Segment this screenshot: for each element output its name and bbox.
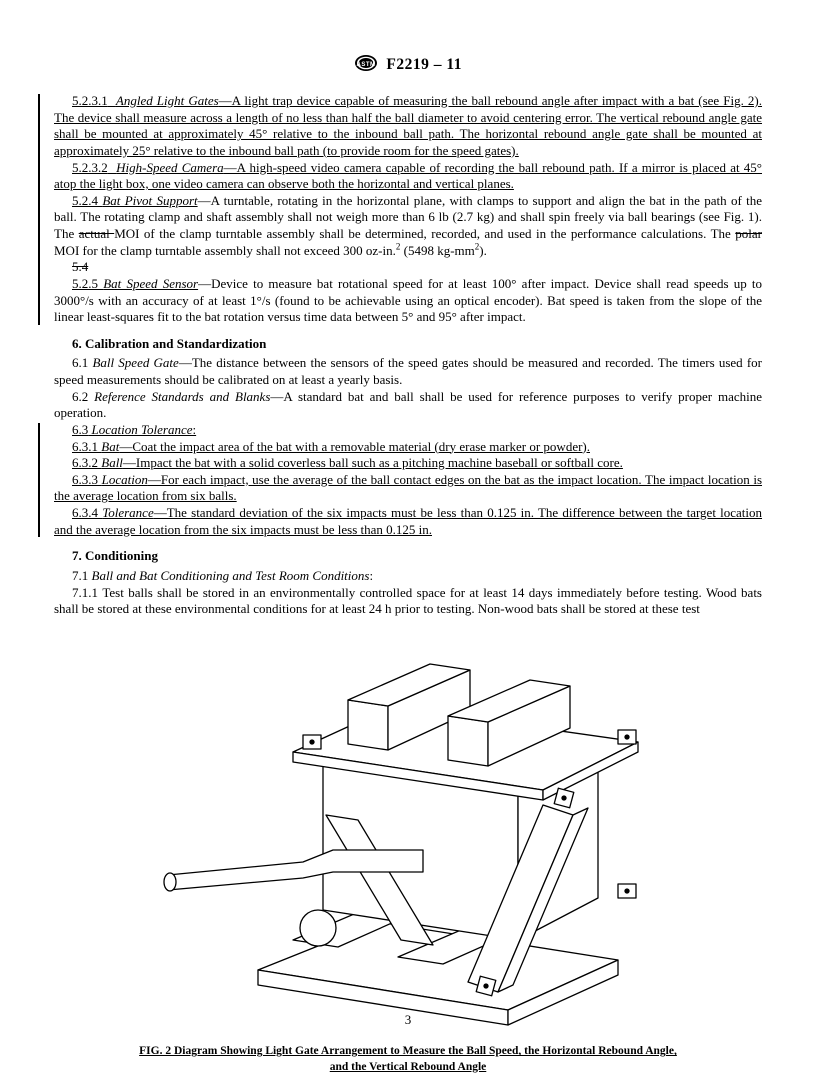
num: 6.2 xyxy=(72,389,88,404)
para-71: 7.1 Ball and Bat Conditioning and Test R… xyxy=(54,568,762,585)
num: 6.3.2 xyxy=(72,455,98,470)
caption-line2: and the Vertical Rebound Angle xyxy=(330,1061,487,1073)
para-524: 5.2.4 Bat Pivot Support—A turntable, rot… xyxy=(54,193,762,260)
figure-2-caption: FIG. 2 Diagram Showing Light Gate Arrang… xyxy=(54,1044,762,1075)
term: Ball Speed Gate xyxy=(92,355,178,370)
term: Bat xyxy=(101,439,119,454)
num: 5.2.3.2 xyxy=(72,160,108,175)
para-61: 6.1 Ball Speed Gate—The distance between… xyxy=(54,355,762,388)
para-525: 5.2.5 Bat Speed Sensor—Device to measure… xyxy=(54,276,762,326)
para-62: 6.2 Reference Standards and Blanks—A sta… xyxy=(54,389,762,422)
para-5232: 5.2.3.2 High-Speed Camera—A high-speed v… xyxy=(54,160,762,193)
strike2: polar xyxy=(735,226,762,241)
revision-block-5231: 5.2.3.1 Angled Light Gates—A light trap … xyxy=(54,93,762,326)
num: 6.3.1 xyxy=(72,439,98,454)
page-header: ASTM F2219 – 11 xyxy=(54,54,762,77)
page: ASTM F2219 – 11 5.2.3.1 Angled Light Gat… xyxy=(0,0,816,1056)
standard-id: F2219 – 11 xyxy=(386,56,462,73)
para-54-strike: 5.4 xyxy=(54,259,762,276)
num: 5.2.3.1 xyxy=(72,93,108,108)
text-e: ). xyxy=(479,243,487,258)
text: —Impact the bat with a solid coverless b… xyxy=(123,455,623,470)
text: —Coat the impact area of the bat with a … xyxy=(119,439,590,454)
para-711: 7.1.1 Test balls shall be stored in an e… xyxy=(54,585,762,618)
content-body: 5.2.3.1 Angled Light Gates—A light trap … xyxy=(54,93,762,1075)
astm-logo: ASTM xyxy=(354,54,378,77)
term: Tolerance xyxy=(102,505,154,520)
para-634: 6.3.4 Tolerance—The standard deviation o… xyxy=(54,505,762,538)
para-5231: 5.2.3.1 Angled Light Gates—A light trap … xyxy=(54,93,762,160)
term: Location xyxy=(102,472,148,487)
text: : xyxy=(369,568,373,583)
figure-2-diagram xyxy=(148,640,668,1030)
figure-2: FIG. 2 Diagram Showing Light Gate Arrang… xyxy=(54,640,762,1075)
num: 6.3.3 xyxy=(72,472,98,487)
term: High-Speed Camera xyxy=(116,160,223,175)
section-7-head: 7. Conditioning xyxy=(54,548,762,565)
para-632: 6.3.2 Ball—Impact the bat with a solid c… xyxy=(54,455,762,472)
text: Test balls shall be stored in an environ… xyxy=(54,585,762,617)
num: 5.2.5 xyxy=(72,276,98,291)
para-631: 6.3.1 Bat—Coat the impact area of the ba… xyxy=(54,439,762,456)
strike1: actual xyxy=(79,226,115,241)
num: 7.1.1 xyxy=(72,585,98,600)
term: Location Tolerance xyxy=(92,422,193,437)
term: Bat Speed Sensor xyxy=(103,276,198,291)
num: 6.3 xyxy=(72,422,88,437)
section-6-head: 6. Calibration and Standardization xyxy=(54,336,762,353)
text: : xyxy=(193,422,197,437)
term: Bat Pivot Support xyxy=(102,193,197,208)
text-b: MOI of the clamp turntable assembly shal… xyxy=(114,226,735,241)
term: Angled Light Gates xyxy=(116,93,219,108)
num: 6.1 xyxy=(72,355,88,370)
para-63: 6.3 Location Tolerance: xyxy=(54,422,762,439)
term: Ball xyxy=(101,455,123,470)
page-number: 3 xyxy=(0,1012,816,1028)
text-d: (5498 kg-mm xyxy=(400,243,474,258)
svg-text:ASTM: ASTM xyxy=(357,62,376,68)
term: Ball and Bat Conditioning and Test Room … xyxy=(92,568,370,583)
revision-block-63: 6.3 Location Tolerance: 6.3.1 Bat—Coat t… xyxy=(54,422,762,538)
para-633: 6.3.3 Location—For each impact, use the … xyxy=(54,472,762,505)
text: —The standard deviation of the six impac… xyxy=(54,505,762,537)
term: Reference Standards and Blanks xyxy=(94,389,270,404)
num: 6.3.4 xyxy=(72,505,98,520)
text-c: MOI for the clamp turntable assembly sha… xyxy=(54,243,396,258)
text: —For each impact, use the average of the… xyxy=(54,472,762,504)
num: 7.1 xyxy=(72,568,88,583)
num: 5.2.4 xyxy=(72,193,98,208)
